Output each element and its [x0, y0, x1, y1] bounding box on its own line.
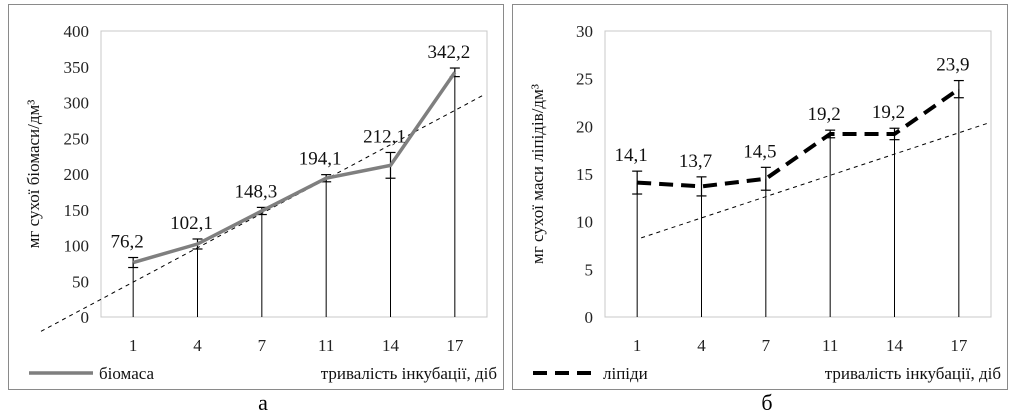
series-line	[132, 71, 457, 265]
plot-area	[604, 30, 992, 318]
caption-a: а	[258, 390, 268, 415]
y-tick-label: 20	[576, 117, 593, 136]
y-tick-label: 250	[64, 129, 90, 148]
y-tick-label: 10	[576, 213, 593, 232]
data-label: 13,7	[679, 151, 712, 172]
data-label: 148,3	[234, 181, 277, 202]
x-tick-label: 1	[129, 336, 138, 355]
x-tick-label: 14	[382, 336, 400, 355]
x-tick-label: 11	[822, 336, 838, 355]
y-tick-label: 25	[576, 70, 593, 89]
chart-panel-a: 0 50 100 150 200 250 300 350 400 1 4 7 11 14 17 мг сухо…	[8, 4, 504, 390]
x-axis-label: тривалість інкубації, діб	[321, 364, 497, 383]
x-tick-label: 17	[950, 336, 968, 355]
y-tick-label: 0	[585, 308, 594, 327]
y-tick-label: 150	[64, 201, 90, 220]
x-tick-label: 4	[697, 336, 706, 355]
data-label: 102,1	[170, 213, 213, 234]
series-line	[637, 87, 960, 189]
y-tick-label: 15	[576, 165, 593, 184]
y-axis-label: мг сухої біомаси/дм³	[24, 100, 43, 249]
y-tick-label: 200	[64, 165, 90, 184]
y-tick-label: 400	[64, 22, 90, 41]
data-label: 76,2	[111, 232, 144, 253]
y-tick-label: 300	[64, 94, 90, 113]
data-label: 342,2	[427, 42, 470, 63]
y-tick-label: 350	[64, 58, 90, 77]
x-tick-label: 4	[193, 336, 202, 355]
trend-line	[641, 122, 988, 239]
legend-label: ліпіди	[603, 364, 648, 383]
x-tick-label: 14	[886, 336, 904, 355]
x-tick-label: 17	[446, 336, 464, 355]
data-label: 23,9	[936, 55, 969, 76]
legend-label: біомаса	[99, 364, 154, 383]
x-tick-label: 7	[762, 336, 771, 355]
x-tick-label: 1	[633, 336, 642, 355]
plot-area	[100, 30, 488, 318]
data-label: 19,2	[872, 102, 905, 123]
y-axis-label: мг сухої маси ліпідів/дм³	[528, 84, 547, 264]
y-tick-label: 0	[81, 308, 90, 327]
x-tick-label: 7	[258, 336, 267, 355]
y-tick-label: 50	[72, 272, 89, 291]
data-label: 14,1	[615, 145, 648, 166]
data-label: 14,5	[743, 141, 776, 162]
y-tick-label: 30	[576, 22, 593, 41]
caption-b: б	[761, 390, 773, 415]
x-tick-label: 11	[318, 336, 334, 355]
data-label: 194,1	[299, 149, 342, 170]
chart-panel-b: 0 5 10 15 20 25 30 1 4 7 11 14 17 мг сухої маси ліпід…	[512, 4, 1008, 390]
x-axis-label: тривалість інкубації, діб	[825, 364, 1001, 383]
y-tick-label: 5	[585, 260, 594, 279]
data-label: 19,2	[808, 104, 841, 125]
data-label: 212,1	[363, 126, 406, 147]
y-tick-label: 100	[64, 237, 90, 256]
